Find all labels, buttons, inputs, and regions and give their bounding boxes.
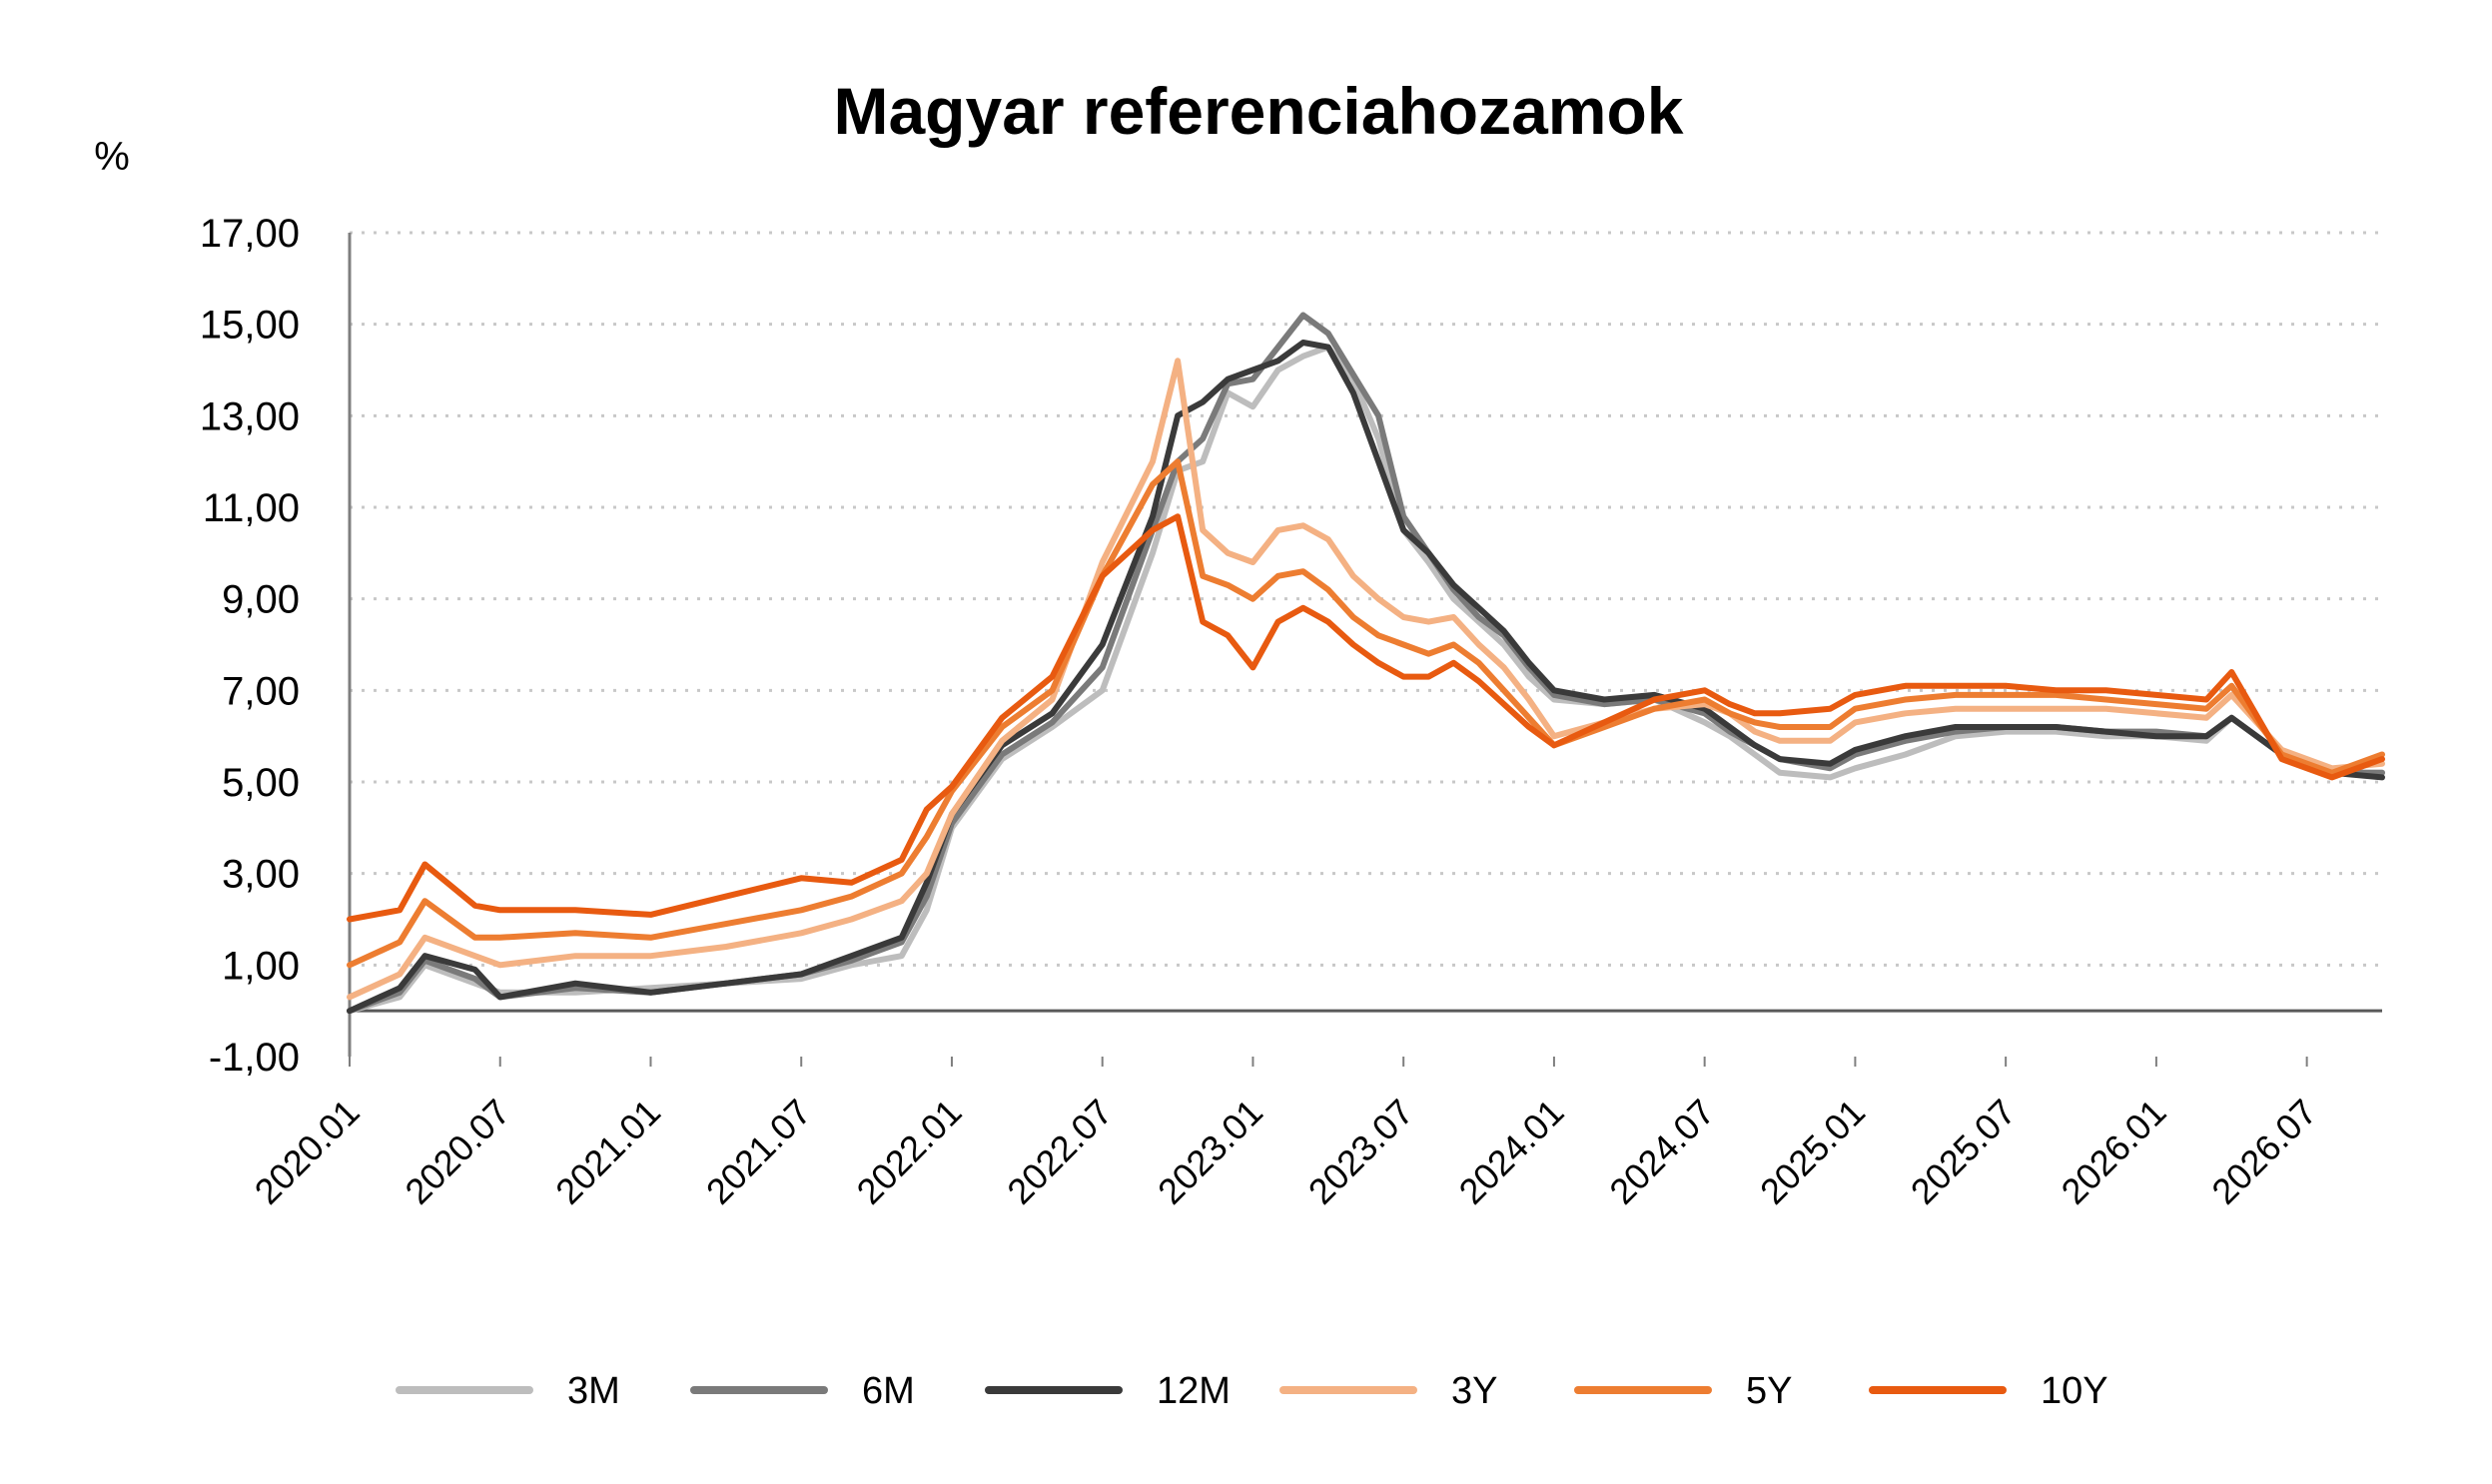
x-tick-label: 2022.01 (849, 1092, 970, 1212)
y-tick-label: 5,00 (222, 761, 300, 805)
series-line-10y (347, 513, 2385, 923)
y-tick-label: 11,00 (203, 486, 300, 530)
legend-label-10y: 10Y (2041, 1370, 2108, 1412)
gridlines (350, 231, 2382, 1013)
x-tick-label: 2023.01 (1150, 1092, 1270, 1212)
y-tick-label: 3,00 (222, 853, 300, 897)
x-tick-label: 2021.01 (547, 1092, 668, 1212)
series-line-3y (347, 358, 2385, 1001)
x-tick-label: 2021.07 (698, 1092, 819, 1212)
y-tick-label: 17,00 (200, 212, 300, 256)
x-tick-label: 2025.01 (1752, 1092, 1873, 1212)
y-axis: -1,00 1,00 3,00 5,00 7,00 9,00 11,00 13,00 15,00… (200, 212, 352, 1080)
x-tick-label: 2024.01 (1451, 1092, 1572, 1212)
series-line-12m (347, 340, 2385, 1015)
legend-label-12m: 12M (1157, 1370, 1231, 1412)
x-tick-label: 2020.01 (247, 1092, 368, 1212)
y-tick-label: 9,00 (222, 578, 300, 622)
y-tick-label: 1,00 (222, 944, 300, 988)
legend-label-3m: 3M (567, 1370, 620, 1412)
x-tick-label: 2020.07 (397, 1092, 517, 1212)
legend-label-6m: 6M (862, 1370, 915, 1412)
y-tick-label: 13,00 (200, 394, 300, 438)
legend: 3M 6M 12M 3Y 5Y 10Y (396, 1370, 2108, 1412)
y-tick-label: 7,00 (222, 669, 300, 713)
x-tick-label: 2022.07 (999, 1092, 1120, 1212)
y-tick-label: -1,00 (209, 1036, 300, 1080)
series-lines (347, 312, 2385, 1015)
series-line-3m (347, 344, 2385, 1015)
y-axis-unit-label: % (94, 135, 130, 179)
x-axis: 2020.01 2020.07 2021.01 2021.07 2022.01 2022.… (247, 1057, 2324, 1212)
x-tick-label: 2026.01 (2054, 1092, 2174, 1212)
x-tick-label: 2026.07 (2203, 1092, 2324, 1212)
x-tick-label: 2024.07 (1601, 1092, 1722, 1212)
chart-title: Magyar referenciahozamok (833, 74, 1683, 148)
x-tick-label: 2025.07 (1903, 1092, 2024, 1212)
legend-label-3y: 3Y (1451, 1370, 1497, 1412)
x-tick-label: 2023.07 (1300, 1092, 1421, 1212)
y-tick-label: 15,00 (200, 304, 300, 348)
legend-label-5y: 5Y (1746, 1370, 1792, 1412)
series-line-5y (347, 458, 2385, 969)
